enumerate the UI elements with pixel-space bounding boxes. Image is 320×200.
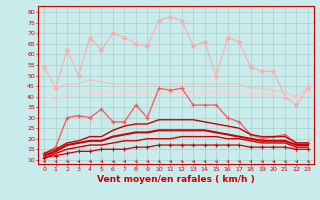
X-axis label: Vent moyen/en rafales ( km/h ): Vent moyen/en rafales ( km/h )	[97, 175, 255, 184]
